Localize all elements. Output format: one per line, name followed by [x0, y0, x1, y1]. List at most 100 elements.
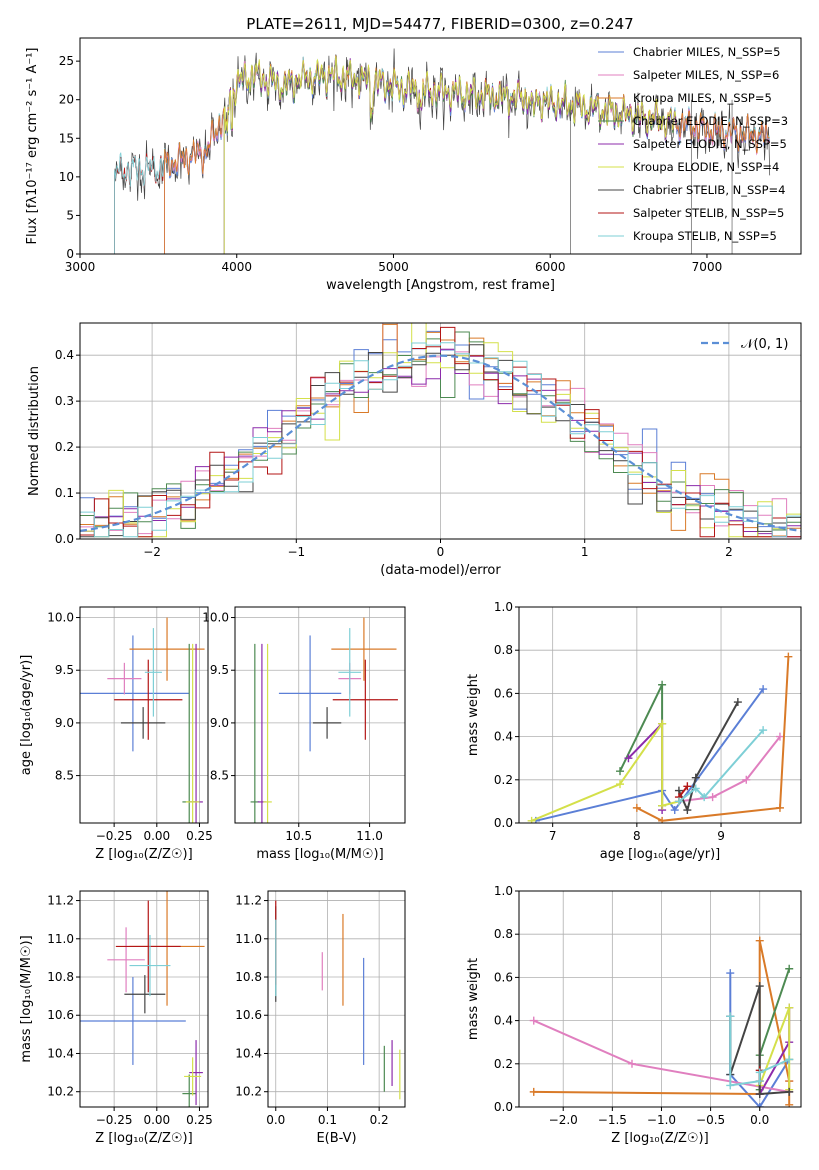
x-axis-label: Z [log₁₀(Z/Z☉)]	[95, 1131, 192, 1146]
legend-entry: Salpeter STELIB, N_SSP=5	[633, 206, 784, 220]
weight-marker	[683, 782, 692, 791]
weight-marker	[755, 1103, 764, 1107]
x-tick-label: 2	[725, 545, 733, 559]
mass-vs-ebv-panel: 0.0 0.1 0.2 10.2 10.4 10.6 10.8 11.0 11.2 E(B-V)	[235, 890, 406, 1146]
weight-marker	[784, 652, 793, 661]
weight-series-line	[535, 688, 764, 822]
y-tick-label: 1.0	[494, 600, 513, 614]
residuals-panel: −2 −1 0 1 2 0.0 0.1 0.2 0.3 0.4 (data-model)/error…	[27, 322, 802, 578]
weight-marker	[691, 773, 700, 782]
y-axis-label: Flux [fλ10⁻¹⁷ erg cm⁻² s⁻¹ A⁻¹]	[25, 48, 40, 245]
x-tick-label: −0.25	[96, 1113, 133, 1127]
legend-entry: Kroupa STELIB, N_SSP=5	[633, 229, 777, 243]
x-tick-label: 10.5	[285, 829, 312, 843]
y-tick-label: 5	[66, 208, 74, 222]
weight-series-line	[678, 729, 764, 803]
x-tick-label: 0.1	[318, 1113, 337, 1127]
weight-marker	[759, 726, 768, 735]
y-tick-label: 0.4	[55, 348, 74, 362]
weight-marker	[529, 1016, 538, 1025]
weight-marker	[616, 767, 625, 776]
y-tick-label: 25	[59, 54, 74, 68]
axes-frame	[518, 606, 802, 824]
y-tick-label: 0.2	[55, 440, 74, 454]
x-axis-label: mass [log₁₀(M/M☉)]	[256, 847, 383, 862]
weight-marker	[627, 1059, 636, 1068]
y-tick-label: 0.4	[494, 730, 513, 744]
x-tick-label: 7000	[692, 260, 723, 274]
weight-marker	[683, 806, 692, 815]
y-tick-label: 10.6	[47, 1008, 74, 1022]
weight-marker	[785, 1003, 794, 1012]
weight-marker	[624, 754, 633, 763]
x-tick-label: 6000	[535, 260, 566, 274]
axes-frame	[79, 890, 209, 1108]
x-tick-label: 3000	[65, 260, 96, 274]
weight-marker	[658, 680, 667, 689]
x-tick-label: 7	[549, 829, 557, 843]
x-tick-label: 0.25	[186, 1113, 213, 1127]
x-tick-label: −2.0	[549, 1113, 578, 1127]
age-vs-mass-marks	[250, 617, 398, 823]
y-tick-label: 10.0	[47, 611, 74, 625]
y-tick-label: 11.2	[235, 894, 262, 908]
weight-marker	[755, 936, 764, 945]
y-tick-label: 10.2	[235, 1085, 262, 1099]
weight-marker	[785, 1100, 794, 1107]
weight-marker	[775, 803, 784, 812]
y-axis-label: mass weight	[466, 674, 481, 756]
weight-marker	[726, 969, 735, 978]
spectrum-panel: 3000 4000 5000 6000 7000 0 5 10 15 20 25 wavelength…	[25, 37, 802, 293]
y-tick-label: 0.0	[494, 816, 513, 830]
y-tick-label: 10	[59, 170, 74, 184]
weight-marker	[726, 1081, 735, 1090]
y-tick-label: 20	[59, 93, 74, 107]
x-tick-label: 1	[581, 545, 589, 559]
y-axis-label: age [log₁₀(age/yr)]	[19, 655, 34, 776]
x-axis-label: Z [log₁₀(Z/Z☉)]	[611, 1131, 708, 1146]
mass-weight-vs-age-panel: 7 8 9 0.0 0.2 0.4 0.6 0.8 1.0 age [log₁₀(age/yr)]…	[466, 600, 802, 862]
legend-entry: 𝒩(0, 1)	[741, 337, 788, 352]
y-tick-label: 11.0	[235, 932, 262, 946]
y-tick-label: 0.1	[55, 486, 74, 500]
y-tick-label: 9.0	[210, 716, 229, 730]
mass-vs-ebv-marks	[275, 900, 401, 1100]
age-vs-mass-panel: 10.5 11.0 8.5 9.0 9.5 10.0 mass [log₁₀(M/M☉)]	[202, 606, 406, 862]
x-tick-label: −1.0	[647, 1113, 676, 1127]
mass-weight-vs-age-marks	[527, 652, 793, 823]
weight-marker	[755, 1077, 764, 1086]
x-tick-label: 0.00	[143, 1113, 170, 1127]
weight-marker	[527, 816, 536, 823]
age-vs-z-marks	[80, 617, 205, 823]
weight-series-line	[636, 656, 790, 822]
weight-marker	[670, 806, 679, 815]
y-tick-label: 11.2	[47, 894, 74, 908]
y-tick-label: 0.8	[494, 643, 513, 657]
y-tick-label: 8.5	[210, 769, 229, 783]
legend-entry: Kroupa MILES, N_SSP=5	[633, 91, 772, 105]
mass-vs-z-panel: −0.25 0.00 0.25 10.2 10.4 10.6 10.8 11.0 11.2 Z […	[19, 890, 213, 1146]
x-tick-label: 11.0	[356, 829, 383, 843]
x-tick-label: 0.0	[266, 1113, 285, 1127]
weight-marker	[674, 797, 683, 806]
y-tick-label: 1.0	[494, 884, 513, 898]
weight-marker	[708, 793, 717, 802]
y-tick-label: 9.5	[55, 663, 74, 677]
weight-marker	[632, 803, 641, 812]
y-tick-label: 0.6	[494, 686, 513, 700]
legend-entry: Chabrier ELODIE, N_SSP=3	[633, 114, 788, 128]
x-tick-label: −1	[287, 545, 305, 559]
x-tick-label: 0.0	[750, 1113, 769, 1127]
legend-entry: Chabrier MILES, N_SSP=5	[633, 45, 780, 59]
figure-title: PLATE=2611, MJD=54477, FIBERID=0300, z=0…	[246, 15, 633, 33]
weight-marker	[755, 982, 764, 991]
legend-entry: Kroupa ELODIE, N_SSP=4	[633, 160, 779, 174]
weight-marker	[742, 775, 751, 784]
y-tick-label: 0.4	[494, 1014, 513, 1028]
weight-series-line	[678, 735, 781, 803]
weight-marker	[616, 780, 625, 789]
mass-weight-vs-z-marks	[529, 936, 794, 1107]
weight-series-line	[758, 1007, 791, 1090]
weight-marker	[759, 685, 768, 694]
y-tick-label: 10.4	[47, 1046, 74, 1060]
